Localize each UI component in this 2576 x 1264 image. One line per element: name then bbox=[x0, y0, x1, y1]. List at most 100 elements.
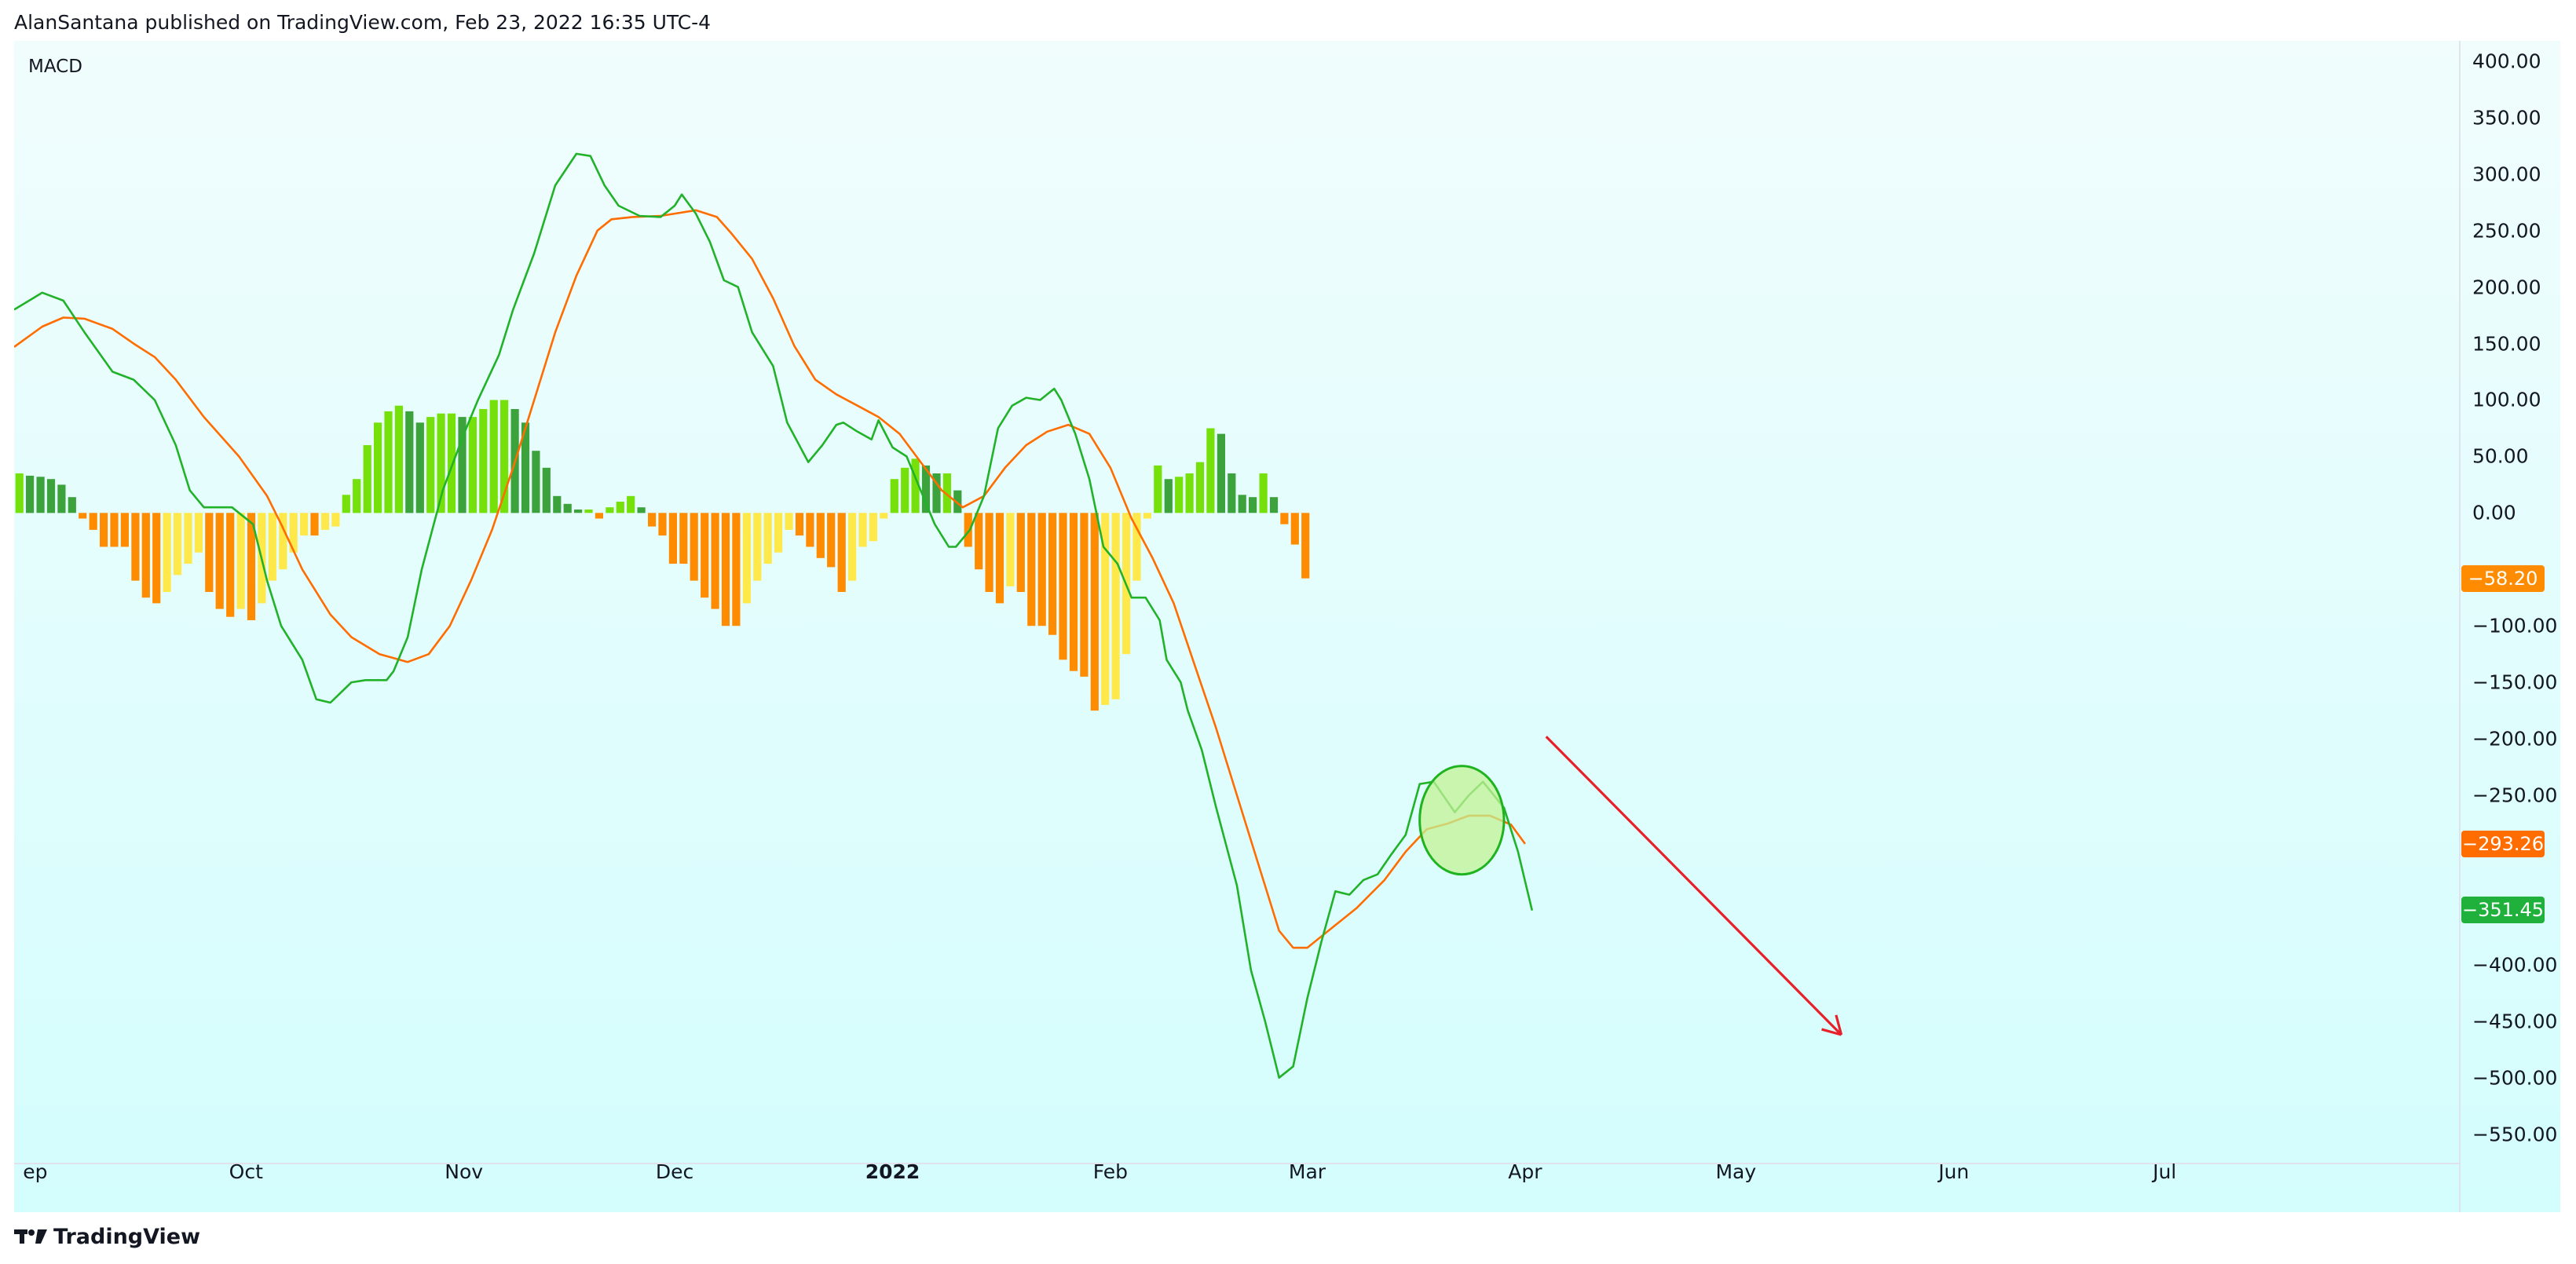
histogram-bar bbox=[131, 513, 140, 581]
histogram-bar bbox=[1080, 513, 1089, 677]
trend-arrow-head bbox=[1835, 1014, 1843, 1036]
histogram-bar bbox=[384, 411, 393, 513]
macd-line[interactable] bbox=[14, 152, 1534, 1079]
histogram-bar bbox=[1090, 513, 1099, 711]
histogram-bar bbox=[637, 507, 646, 513]
histogram-bar bbox=[942, 473, 951, 513]
histogram-bar bbox=[1048, 513, 1057, 635]
histogram-bar bbox=[110, 513, 119, 547]
histogram-bar bbox=[921, 465, 931, 513]
histogram-bar bbox=[858, 513, 867, 547]
histogram-bar bbox=[152, 513, 161, 604]
macd-chart-pane[interactable]: MACD 400.00 350.00 300.00 250.00 200.00 150.0… bbox=[14, 41, 2560, 1212]
time-tick-label: Oct bbox=[229, 1160, 263, 1183]
histogram-bar bbox=[1059, 513, 1067, 660]
histogram-bar bbox=[668, 513, 677, 564]
histogram-bar bbox=[880, 513, 888, 519]
histogram-bar bbox=[394, 405, 403, 513]
histogram-bar bbox=[795, 513, 804, 536]
histogram-bar bbox=[68, 497, 76, 513]
histogram-bar bbox=[36, 477, 45, 513]
time-tick-label: Mar bbox=[1288, 1160, 1326, 1183]
histogram-bar bbox=[1132, 513, 1141, 581]
price-tick-label: 100.00 bbox=[2472, 388, 2541, 411]
price-tick-label: 250.00 bbox=[2472, 219, 2541, 243]
histogram-bar bbox=[953, 490, 962, 513]
price-tick-label: −450.00 bbox=[2472, 1010, 2558, 1033]
histogram-bar bbox=[1217, 433, 1225, 513]
histogram-bar bbox=[753, 513, 762, 581]
histogram-bar bbox=[816, 513, 825, 558]
histogram-bar bbox=[1069, 513, 1078, 671]
histogram-bar bbox=[458, 417, 467, 513]
histogram-bar bbox=[975, 513, 983, 570]
histogram-bar bbox=[542, 467, 551, 513]
time-tick-label: Nov bbox=[445, 1160, 484, 1183]
histogram-bar bbox=[732, 513, 741, 627]
histogram-bar bbox=[215, 513, 224, 609]
histogram-bar bbox=[1206, 428, 1215, 513]
histogram-bar bbox=[595, 513, 603, 519]
histogram-bar bbox=[363, 445, 371, 513]
histogram-bar bbox=[701, 513, 709, 598]
histogram-bar bbox=[648, 513, 657, 527]
signal-line[interactable] bbox=[14, 209, 1526, 949]
histogram-bar bbox=[289, 513, 298, 553]
histogram-bar bbox=[616, 502, 624, 513]
chart-canvas[interactable] bbox=[14, 41, 2560, 1212]
histogram-bar bbox=[553, 495, 562, 513]
histogram-bar bbox=[26, 475, 35, 513]
histogram-bar bbox=[489, 400, 498, 513]
histogram-bar bbox=[173, 513, 182, 575]
trend-arrow[interactable] bbox=[1545, 736, 1843, 1036]
histogram-bar bbox=[1259, 473, 1268, 513]
price-tick-label: 150.00 bbox=[2472, 332, 2541, 356]
histogram-bar bbox=[1006, 513, 1015, 586]
histogram-bar bbox=[763, 513, 772, 564]
histogram-bar bbox=[521, 422, 530, 513]
trend-arrow-head bbox=[1821, 1028, 1842, 1036]
histogram-bar bbox=[584, 510, 593, 513]
price-tick-label: 400.00 bbox=[2472, 49, 2541, 73]
time-tick-label: Feb bbox=[1092, 1160, 1129, 1183]
price-tick-label: −200.00 bbox=[2472, 727, 2558, 751]
histogram-bar bbox=[437, 413, 445, 513]
histogram-bar bbox=[711, 513, 719, 609]
histogram-bar bbox=[1111, 513, 1120, 700]
histogram-bar bbox=[331, 513, 340, 527]
histogram-bar bbox=[627, 495, 635, 513]
price-tick-label: −500.00 bbox=[2472, 1066, 2558, 1090]
histogram-bar bbox=[320, 513, 330, 530]
histogram-bar bbox=[405, 411, 414, 513]
tradingview-brand[interactable]: TradingView bbox=[14, 1222, 200, 1251]
histogram-bar bbox=[869, 513, 877, 542]
histogram-bar bbox=[563, 503, 572, 513]
price-tick-label: −250.00 bbox=[2472, 784, 2558, 807]
histogram-bar bbox=[236, 513, 245, 609]
price-tick-label: 350.00 bbox=[2472, 106, 2541, 130]
histogram-bar bbox=[1016, 513, 1025, 592]
highlight-ellipse[interactable] bbox=[1418, 765, 1506, 876]
histogram-bar bbox=[932, 473, 941, 513]
histogram-bar bbox=[468, 417, 477, 513]
histogram-bar bbox=[226, 513, 235, 617]
histogram-bar bbox=[964, 513, 972, 547]
price-tick-label: 300.00 bbox=[2472, 163, 2541, 186]
histogram-bar bbox=[374, 422, 382, 513]
histogram-bar bbox=[57, 484, 66, 513]
histogram-bar bbox=[658, 513, 667, 536]
price-tick-label: −400.00 bbox=[2472, 953, 2558, 977]
time-tick-label: Jun bbox=[1938, 1160, 1970, 1183]
histogram-bar bbox=[89, 513, 97, 530]
last-value-badge-macd: −351.45 bbox=[2461, 896, 2545, 923]
histogram-bar bbox=[342, 495, 350, 513]
indicator-title[interactable]: MACD bbox=[28, 57, 82, 77]
price-tick-label: −550.00 bbox=[2472, 1123, 2558, 1146]
time-tick-label: Apr bbox=[1508, 1160, 1542, 1183]
price-tick-label: 50.00 bbox=[2472, 444, 2529, 468]
histogram-bar bbox=[353, 479, 361, 513]
histogram-bar bbox=[901, 467, 909, 513]
histogram-bar bbox=[532, 451, 540, 513]
trend-arrow-shaft bbox=[1545, 736, 1842, 1036]
histogram-bar bbox=[995, 513, 1004, 604]
